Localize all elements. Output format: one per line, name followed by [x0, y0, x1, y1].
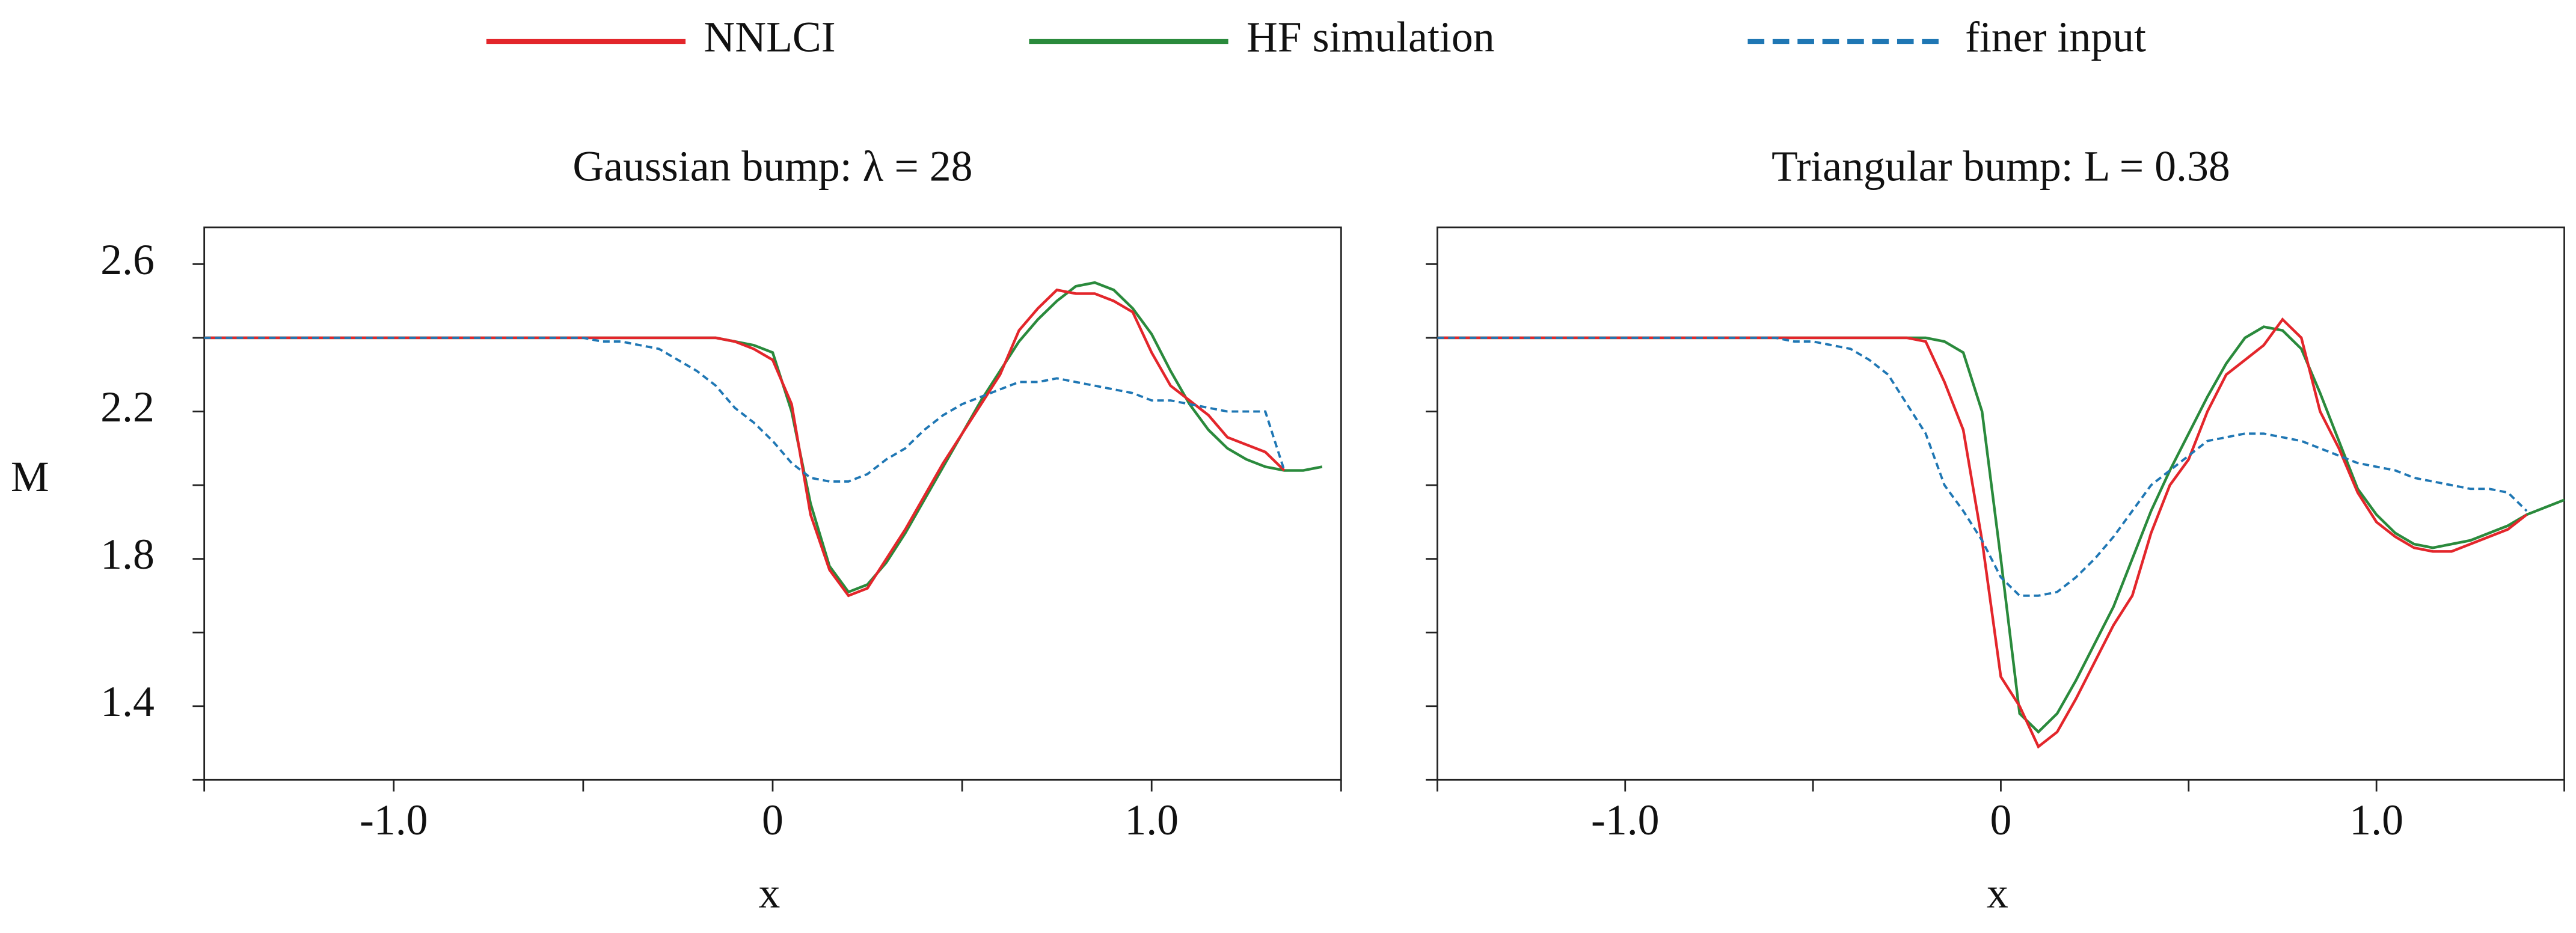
subplot-title: Triangular bump: L = 0.38 — [1771, 142, 2230, 191]
series-line — [1437, 317, 2528, 749]
subplot-title: Gaussian bump: λ = 28 — [572, 142, 972, 191]
legend-label: finer input — [1965, 13, 2146, 61]
x-axis-label: x — [1987, 869, 2008, 917]
y-tick-label: 1.4 — [100, 678, 155, 726]
series-line — [204, 281, 1323, 594]
y-tick-label: 2.6 — [100, 236, 155, 284]
x-tick-label: 0 — [762, 796, 784, 844]
x-axis-label: x — [759, 869, 780, 917]
series-line — [204, 288, 1286, 598]
plot-frame — [1437, 226, 2565, 781]
legend-label: HF simulation — [1247, 13, 1495, 61]
y-tick-label: 1.8 — [100, 530, 155, 578]
legend-label: NNLCI — [704, 13, 835, 61]
x-tick-label: -1.0 — [360, 796, 428, 844]
plot-frame — [203, 226, 1342, 781]
x-tick-label: -1.0 — [1591, 796, 1660, 844]
series-line — [204, 337, 1286, 483]
series-line — [1437, 337, 2528, 597]
x-tick-label: 1.0 — [1124, 796, 1179, 844]
x-tick-label: 0 — [1990, 796, 2012, 844]
y-tick-label: 2.2 — [100, 383, 155, 431]
x-tick-label: 1.0 — [2349, 796, 2403, 844]
y-axis-label: M — [11, 453, 49, 501]
